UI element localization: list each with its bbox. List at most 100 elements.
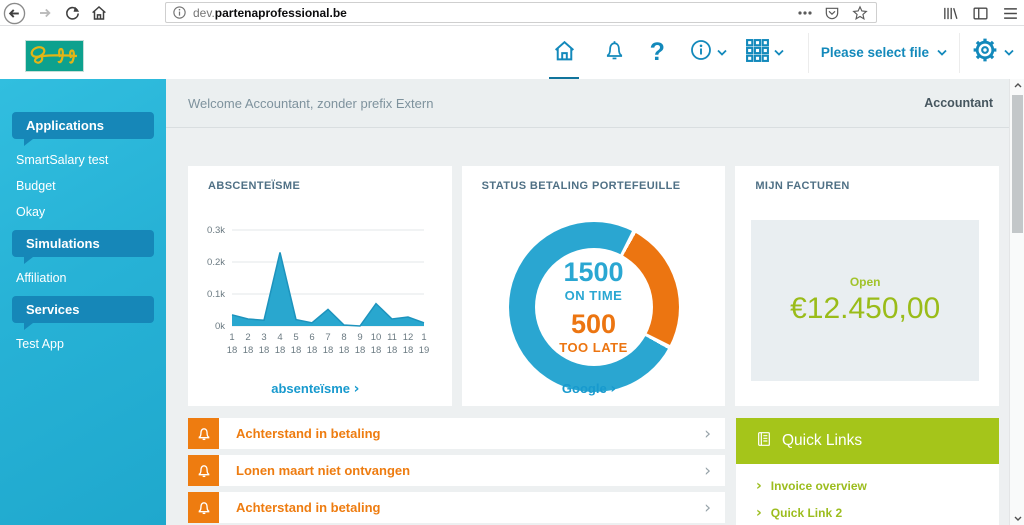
invoice-status-label: Open: [849, 275, 881, 289]
sidebar: Applications SmartSalary test Budget Oka…: [0, 79, 166, 525]
svg-text:18: 18: [355, 345, 366, 356]
menu-hamburger-icon[interactable]: [1002, 6, 1019, 21]
card-title: STATUS BETALING PORTEFEUILLE: [481, 180, 681, 192]
alert-row[interactable]: Achterstand in betaling ›: [188, 418, 725, 449]
info-icon: [689, 38, 713, 67]
sidebar-section-services: Services Test App: [0, 296, 166, 352]
sidebar-item-smartsalary-test[interactable]: SmartSalary test: [16, 153, 109, 167]
alert-bell-icon: [188, 455, 219, 486]
quick-link-invoice-overview[interactable]: › Invoice overview: [756, 478, 867, 494]
absenteeism-link[interactable]: absenteïsme ›: [271, 381, 360, 397]
chevron-down-icon: [1004, 49, 1014, 56]
svg-text:18: 18: [323, 345, 334, 356]
scrollbar-thumb[interactable]: [1012, 95, 1023, 233]
absenteeism-area-chart: 0k0.1k0.2k0.3k11821831841851861871881891…: [207, 225, 430, 356]
file-selector-label: Please select file: [820, 45, 929, 60]
url-domain: partenaprofessional.be: [214, 5, 347, 20]
sidebar-toggle-icon[interactable]: [972, 5, 989, 22]
card-absenteeism: ABSCENTEÏSME 0k 0.1k 0.2k 0.3k 1 18 2 18 3 18 4 18 5…: [188, 166, 452, 406]
help-button[interactable]: ?: [650, 40, 665, 65]
chevron-right-icon: ›: [704, 497, 711, 518]
on-time-label: ON TIME: [564, 288, 623, 303]
svg-text:18: 18: [307, 345, 318, 356]
svg-text:7: 7: [325, 332, 330, 343]
url-bar[interactable]: dev.partenaprofessional.be: [165, 2, 877, 23]
url-prefix: dev.: [193, 5, 215, 20]
svg-text:18: 18: [403, 345, 414, 356]
svg-text:18: 18: [339, 345, 350, 356]
sidebar-item-affiliation[interactable]: Affiliation: [16, 271, 67, 285]
divider: [959, 32, 960, 73]
home-icon: [552, 38, 577, 68]
page-actions-icon[interactable]: [798, 10, 812, 15]
svg-text:3: 3: [261, 332, 266, 343]
card-invoices: MIJN FACTUREN Open €12.450,00: [735, 166, 1000, 406]
svg-text:5: 5: [293, 332, 298, 343]
card-title: MIJN FACTUREN: [755, 180, 850, 192]
settings-button[interactable]: [972, 37, 1014, 68]
forward-icon[interactable]: [35, 3, 55, 23]
quick-links-header: Quick Links: [736, 418, 999, 464]
svg-text:10: 10: [371, 332, 382, 343]
info-menu-button[interactable]: [689, 38, 727, 67]
library-icon[interactable]: [942, 5, 959, 22]
svg-text:12: 12: [403, 332, 414, 343]
scroll-up-icon[interactable]: [1013, 83, 1022, 88]
chevron-down-icon: [937, 49, 947, 56]
card-title: ABSCENTEÏSME: [208, 180, 301, 192]
alerts-list: Achterstand in betaling › Lonen maart ni…: [188, 418, 725, 525]
svg-text:19: 19: [419, 345, 430, 356]
alert-row[interactable]: Lonen maart niet ontvangen ›: [188, 455, 725, 486]
apps-grid-button[interactable]: [745, 38, 784, 68]
browser-toolbar: dev.partenaprofessional.be: [0, 0, 1024, 26]
svg-text:6: 6: [309, 332, 314, 343]
partena-logo[interactable]: [25, 40, 84, 72]
sidebar-header-simulations[interactable]: Simulations: [12, 230, 154, 264]
svg-text:18: 18: [259, 345, 270, 356]
app-header: ? Please select file: [0, 26, 1024, 79]
bell-icon: [603, 38, 626, 67]
chevron-down-icon: [717, 49, 727, 56]
chevron-right-icon: ›: [756, 505, 762, 521]
chevron-right-icon: ›: [756, 478, 762, 494]
alert-label: Lonen maart niet ontvangen: [236, 463, 411, 478]
welcome-bar: Welcome Accountant, zonder prefix Extern…: [166, 79, 1009, 128]
scroll-down-icon[interactable]: [1013, 516, 1022, 521]
svg-text:4: 4: [277, 332, 282, 343]
quick-links-title: Quick Links: [782, 432, 863, 449]
card-payment-status: STATUS BETALING PORTEFEUILLE 1500 ON TIM…: [461, 166, 726, 406]
alert-label: Achterstand in betaling: [236, 426, 381, 441]
site-info-icon[interactable]: [172, 5, 187, 20]
sidebar-item-test-app[interactable]: Test App: [16, 337, 64, 351]
google-link[interactable]: Google ›: [561, 381, 617, 397]
chevron-right-icon: ›: [704, 460, 711, 481]
pocket-icon[interactable]: [824, 5, 840, 21]
on-time-value: 1500: [563, 257, 624, 287]
browser-home-icon[interactable]: [90, 4, 108, 22]
welcome-message: Welcome Accountant, zonder prefix Extern: [188, 95, 434, 111]
svg-text:0.3k: 0.3k: [207, 225, 225, 236]
too-late-value: 500: [570, 309, 617, 339]
svg-text:8: 8: [341, 332, 346, 343]
gear-icon: [972, 37, 998, 68]
file-selector-dropdown[interactable]: Please select file: [821, 45, 947, 60]
svg-text:2: 2: [245, 332, 250, 343]
back-icon[interactable]: [3, 2, 26, 25]
sidebar-section-applications: Applications SmartSalary test Budget Oka…: [0, 112, 166, 220]
sidebar-header-services[interactable]: Services: [12, 296, 154, 330]
svg-text:18: 18: [371, 345, 382, 356]
chevron-right-icon: ›: [704, 423, 711, 444]
alert-row[interactable]: Achterstand in betaling ›: [188, 492, 725, 523]
bookmark-star-icon[interactable]: [852, 4, 868, 21]
vertical-scrollbar[interactable]: [1009, 79, 1024, 525]
svg-text:1: 1: [229, 332, 234, 343]
sidebar-item-okay[interactable]: Okay: [16, 205, 46, 219]
payment-status-donut-chart: 1500 ON TIME 500 TOO LATE: [508, 222, 679, 392]
notifications-button[interactable]: [603, 38, 626, 67]
home-tab[interactable]: [552, 38, 577, 68]
sidebar-item-budget[interactable]: Budget: [16, 179, 56, 193]
sidebar-header-applications[interactable]: Applications: [12, 112, 154, 146]
refresh-icon[interactable]: [64, 5, 81, 22]
quick-links-panel: Quick Links › Invoice overview › Quick L…: [736, 418, 999, 525]
quick-link-2[interactable]: › Quick Link 2: [756, 505, 843, 521]
